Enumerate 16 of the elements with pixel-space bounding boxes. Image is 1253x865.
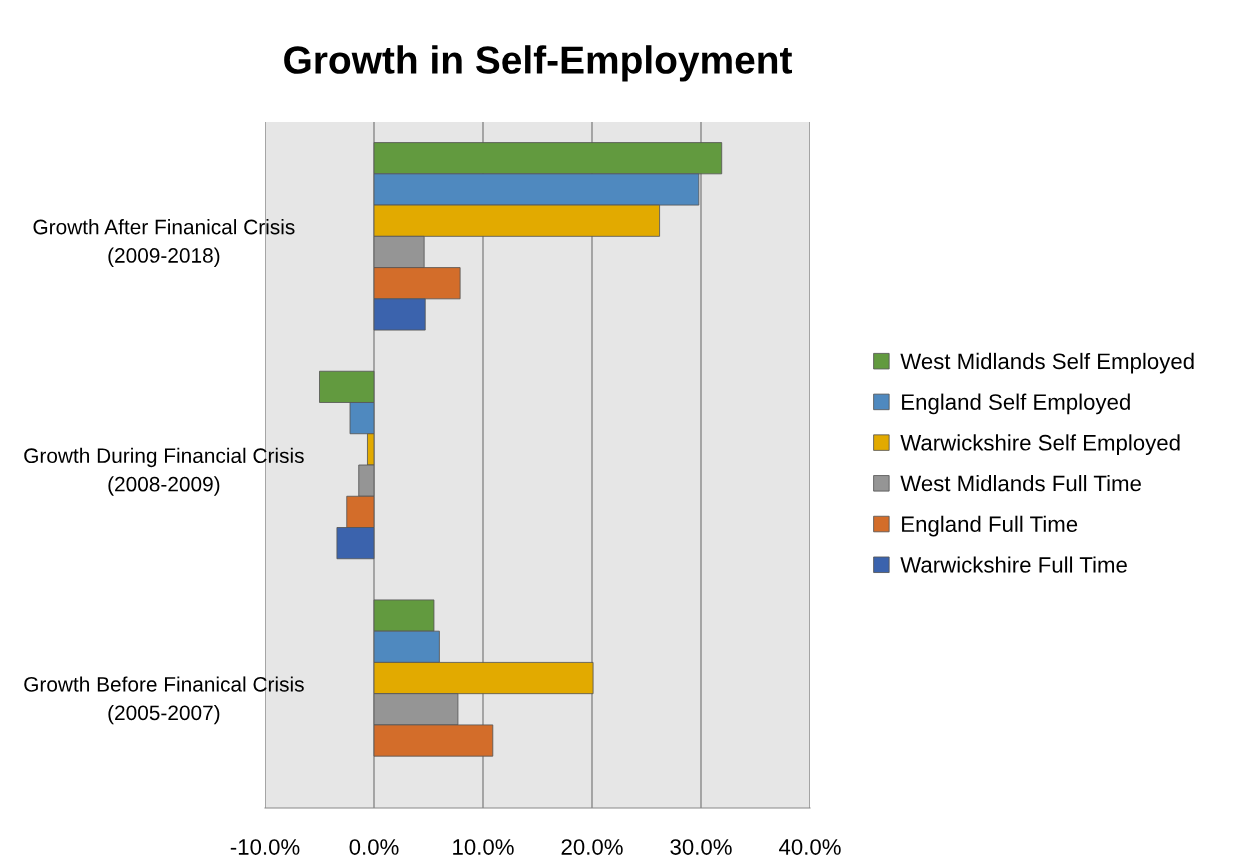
y-tick-label: Growth After Finanical Crisis (2009-2018) bbox=[33, 219, 295, 267]
x-tick-label: 40.0% bbox=[779, 839, 841, 855]
chart-title: Growth in Self-Employment bbox=[284, 45, 792, 82]
y-tick-label: Growth During Financial Crisis (2008-2009) bbox=[24, 447, 304, 496]
legend-label: England Self Employed bbox=[902, 393, 1130, 415]
x-tick-label: -10.0% bbox=[230, 839, 300, 855]
legend-label: Warwickshire Self Employed bbox=[900, 434, 1180, 455]
y-tick-label: Growth Before Finanical Crisis (2005-2007) bbox=[24, 676, 304, 725]
legend-label: West Midlands Self Employed bbox=[900, 352, 1194, 374]
x-tick-label: 20.0% bbox=[561, 839, 623, 855]
x-tick-label: 30.0% bbox=[670, 839, 732, 855]
legend-label: Warwickshire Full Time bbox=[900, 556, 1127, 573]
legend-label: West Midlands Full Time bbox=[900, 475, 1141, 492]
x-tick-label: 0.0% bbox=[349, 839, 399, 855]
legend-label: England Full Time bbox=[902, 515, 1078, 537]
x-tick-label: 10.0% bbox=[453, 839, 514, 855]
